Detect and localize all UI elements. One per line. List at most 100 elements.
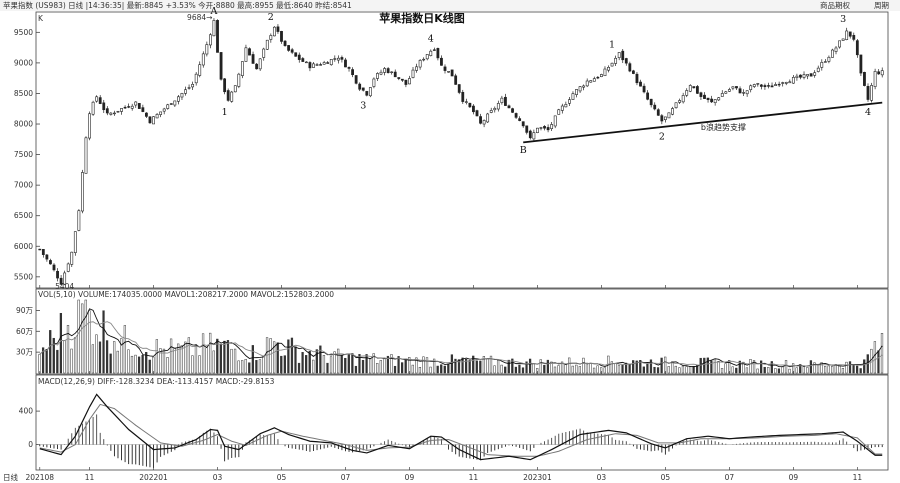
volume-bar <box>763 366 766 374</box>
candle <box>383 66 386 76</box>
volume-bar <box>425 357 429 374</box>
candle-body <box>77 210 81 231</box>
candle-body <box>710 98 714 103</box>
candle <box>788 79 792 84</box>
candle <box>272 26 276 37</box>
candle-body <box>831 49 834 58</box>
candle-body <box>649 98 653 106</box>
candle-body <box>63 272 67 285</box>
candle <box>276 24 280 34</box>
volume-bar <box>418 367 422 374</box>
volume-bar <box>781 366 784 374</box>
candle <box>735 86 738 91</box>
candle-body <box>383 68 386 73</box>
candle-body <box>255 63 259 70</box>
volume-bar <box>575 364 578 374</box>
candle-body <box>184 89 187 94</box>
candle <box>52 263 56 272</box>
price-axis: 5500 6000 6500 7000 7500 8000 8500 9000 9500 <box>14 28 33 281</box>
candle <box>45 253 49 262</box>
candle-body <box>258 58 262 70</box>
candle-body <box>155 114 159 119</box>
volume-bar <box>134 354 137 374</box>
candle <box>290 47 294 55</box>
candle-body <box>130 105 134 109</box>
volume-bar <box>877 350 880 374</box>
volume-bar <box>589 363 592 374</box>
volume-bar <box>209 332 212 374</box>
volume-bar <box>248 362 251 374</box>
candle <box>507 104 511 109</box>
candle <box>255 62 259 70</box>
volume-bar <box>77 299 80 374</box>
candle <box>532 129 536 141</box>
volume-bar <box>543 364 546 374</box>
candle <box>155 112 159 119</box>
candle <box>454 73 458 85</box>
candle-body <box>454 75 458 85</box>
candle-body <box>724 91 728 94</box>
candle-body <box>560 105 564 111</box>
candle-body <box>703 94 706 99</box>
candle <box>397 77 401 81</box>
candle-body <box>418 60 422 68</box>
candle <box>553 115 557 129</box>
candle-body <box>308 62 312 69</box>
candle-body <box>518 118 522 121</box>
candle-body <box>727 89 731 92</box>
period-button[interactable]: 周期 <box>874 1 889 10</box>
candle-body <box>489 110 493 113</box>
candle <box>763 83 767 90</box>
options-button[interactable]: 商品期权 <box>820 0 850 10</box>
candle <box>575 88 578 98</box>
candle-body <box>276 26 280 32</box>
candle <box>418 59 422 70</box>
candle-body <box>553 115 557 127</box>
volume-bar <box>337 348 340 374</box>
volume-bar <box>461 357 464 374</box>
candle-body <box>863 71 866 86</box>
candle <box>159 111 163 118</box>
volume-bar <box>66 325 70 374</box>
candle-body <box>813 72 817 76</box>
volume-bar <box>703 357 706 374</box>
candle-body <box>169 103 173 105</box>
date-tick-label: 05 <box>661 473 671 482</box>
candle <box>180 92 184 101</box>
volume-bar <box>187 337 190 374</box>
date-tick-label: 07 <box>725 473 735 482</box>
volume-bar <box>383 357 386 374</box>
volume-bar <box>52 337 55 374</box>
volume-bar <box>628 364 631 374</box>
candle <box>674 102 678 109</box>
candle <box>493 106 497 113</box>
candle <box>308 61 312 72</box>
candle-body <box>95 96 99 102</box>
volume-bar <box>752 360 756 374</box>
volume-bar <box>322 355 326 374</box>
candle-body <box>404 79 408 85</box>
date-tick-label: 07 <box>341 473 351 482</box>
candle <box>73 231 77 256</box>
candle-body <box>525 125 529 133</box>
candle <box>873 68 877 90</box>
candle <box>596 76 600 80</box>
wave-label: 3 <box>840 14 846 25</box>
candle-body <box>411 69 415 78</box>
volume-bar <box>528 358 532 374</box>
candle-body <box>368 87 372 97</box>
candle-body <box>208 34 212 46</box>
candle-body <box>717 97 721 101</box>
candle-body <box>784 82 788 84</box>
candle <box>713 99 717 106</box>
volume-bar <box>564 364 567 374</box>
candle <box>95 95 99 103</box>
candle <box>116 110 120 113</box>
volume-bar <box>105 340 109 374</box>
candle <box>198 61 202 78</box>
candle <box>656 108 660 116</box>
candle <box>514 112 518 120</box>
candle-body <box>233 85 237 93</box>
volume-bar <box>514 366 518 374</box>
candle <box>710 95 714 104</box>
